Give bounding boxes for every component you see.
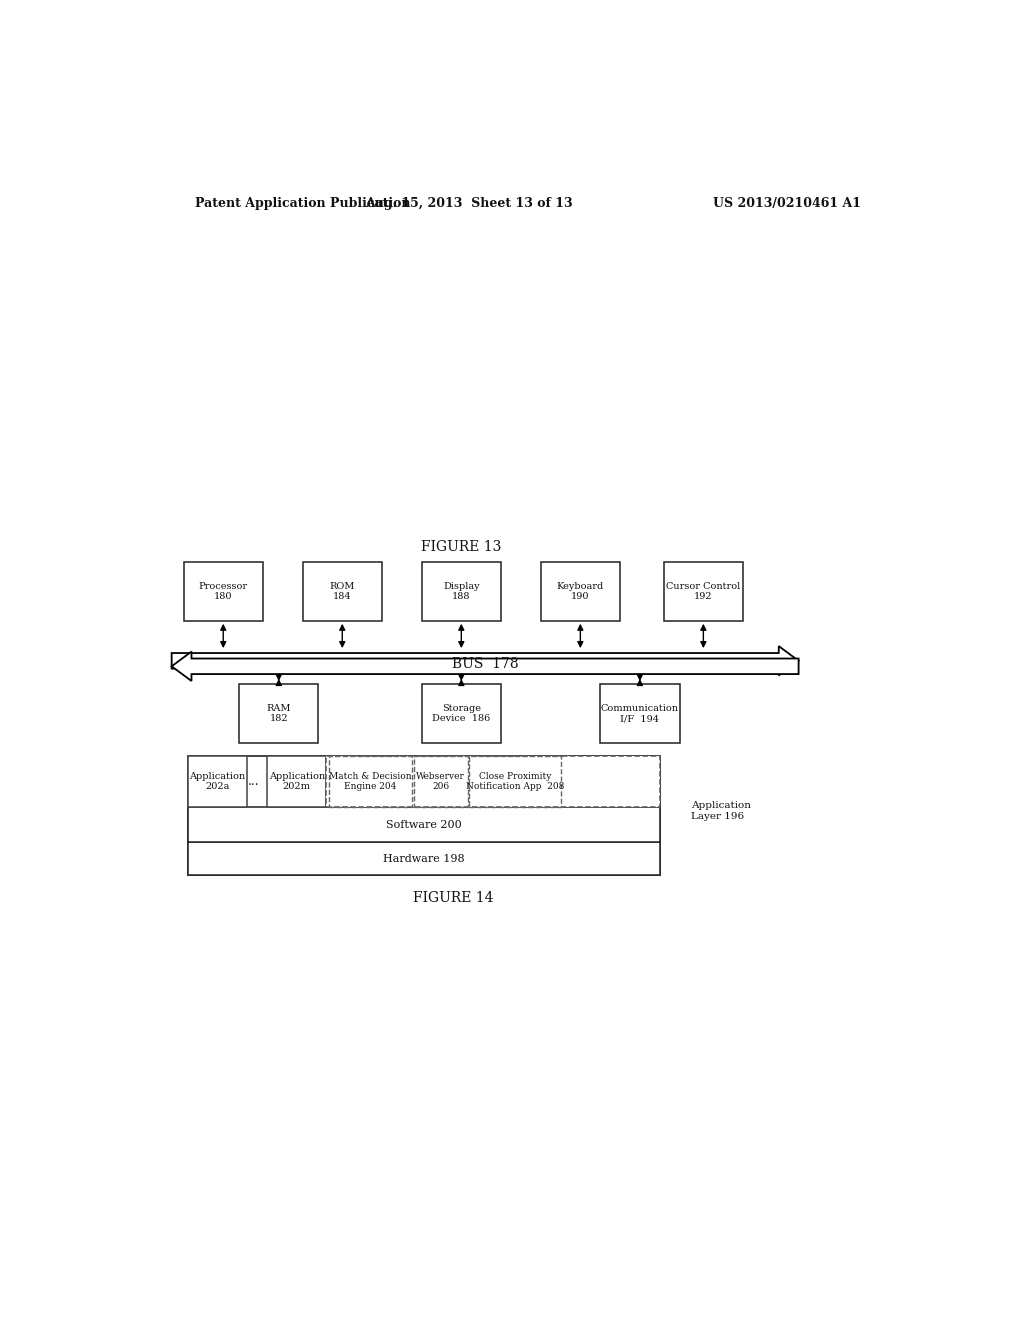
- Text: ROM
184: ROM 184: [330, 582, 355, 601]
- Text: Communication
I/F  194: Communication I/F 194: [601, 704, 679, 723]
- FancyBboxPatch shape: [187, 756, 659, 875]
- FancyBboxPatch shape: [327, 756, 659, 807]
- Text: Application
Layer 196: Application Layer 196: [691, 801, 752, 821]
- Text: US 2013/0210461 A1: US 2013/0210461 A1: [713, 197, 861, 210]
- Text: Cursor Control
192: Cursor Control 192: [667, 582, 740, 601]
- FancyBboxPatch shape: [303, 562, 382, 620]
- Polygon shape: [172, 645, 799, 676]
- FancyBboxPatch shape: [187, 756, 247, 807]
- FancyBboxPatch shape: [600, 684, 680, 743]
- Text: Hardware 198: Hardware 198: [383, 854, 465, 863]
- Text: BUS  178: BUS 178: [452, 656, 518, 671]
- Text: Keyboard
190: Keyboard 190: [557, 582, 604, 601]
- Text: Display
188: Display 188: [443, 582, 479, 601]
- Text: Aug. 15, 2013  Sheet 13 of 13: Aug. 15, 2013 Sheet 13 of 13: [366, 197, 573, 210]
- FancyBboxPatch shape: [187, 842, 659, 875]
- FancyBboxPatch shape: [267, 756, 327, 807]
- FancyBboxPatch shape: [187, 807, 659, 842]
- FancyBboxPatch shape: [240, 684, 318, 743]
- Text: FIGURE 13: FIGURE 13: [421, 540, 502, 553]
- Text: Software 200: Software 200: [386, 820, 462, 830]
- Text: Webserver
206: Webserver 206: [416, 772, 465, 791]
- Text: Processor
180: Processor 180: [199, 582, 248, 601]
- Text: RAM
182: RAM 182: [266, 704, 291, 723]
- Text: Application
202m: Application 202m: [268, 772, 325, 791]
- FancyBboxPatch shape: [422, 562, 501, 620]
- FancyBboxPatch shape: [541, 562, 620, 620]
- FancyBboxPatch shape: [664, 562, 743, 620]
- Text: ...: ...: [248, 775, 259, 788]
- Text: FIGURE 14: FIGURE 14: [413, 891, 494, 906]
- FancyBboxPatch shape: [183, 562, 263, 620]
- Text: Patent Application Publication: Patent Application Publication: [196, 197, 411, 210]
- Polygon shape: [172, 652, 799, 681]
- Text: Close Proximity
Notification App  208: Close Proximity Notification App 208: [466, 772, 564, 791]
- FancyBboxPatch shape: [422, 684, 501, 743]
- Text: Application
202a: Application 202a: [189, 772, 246, 791]
- Text: Match & Decision
Engine 204: Match & Decision Engine 204: [329, 772, 412, 791]
- Text: Storage
Device  186: Storage Device 186: [432, 704, 490, 723]
